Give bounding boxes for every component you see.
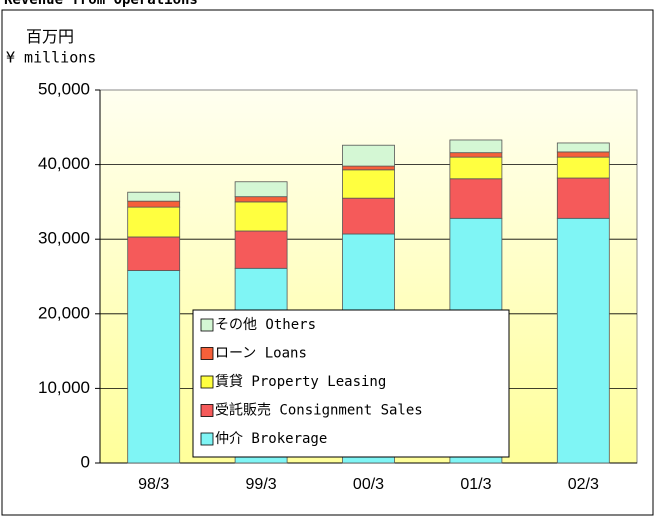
y-tick-label: 0 — [81, 452, 90, 471]
unit-en: ¥ millions — [6, 49, 96, 67]
bar-segment — [342, 169, 395, 199]
bar-segment — [449, 152, 503, 158]
bar-segment — [342, 197, 395, 235]
bar-segment — [342, 165, 395, 171]
y-tick-label: 20,000 — [38, 303, 90, 322]
bar-segment — [234, 230, 288, 269]
bar-segment — [556, 142, 610, 153]
legend-label: 仲介 Brokerage — [215, 431, 327, 447]
bar-segment — [342, 144, 395, 167]
bar-segment — [556, 177, 610, 219]
y-tick-label: 50,000 — [38, 79, 90, 98]
legend-label: 受託販売 Consignment Sales — [215, 403, 423, 419]
legend-label: その他 Others — [215, 317, 316, 333]
legend-swatch — [200, 375, 214, 389]
y-tick-label: 40,000 — [38, 154, 90, 173]
y-tick-label: 30,000 — [38, 229, 90, 248]
bar-segment — [556, 217, 610, 464]
bar-segment — [127, 206, 181, 238]
bar-segment — [234, 201, 288, 232]
bar-segment — [556, 151, 610, 158]
y-tick-label: 10,000 — [38, 378, 90, 397]
x-tick-label: 99/3 — [246, 476, 277, 493]
bar-segment — [449, 178, 503, 219]
bar-segment — [449, 139, 503, 154]
bar-segment — [127, 200, 181, 208]
legend-label: 賃貸 Property Leasing — [215, 374, 386, 390]
legend-swatch — [200, 347, 214, 360]
legend-box — [192, 309, 510, 458]
legend-swatch — [200, 318, 214, 332]
bar-segment — [234, 196, 288, 203]
frame — [1, 9, 654, 516]
x-tick-label: 98/3 — [138, 476, 169, 493]
bar-segment — [127, 270, 181, 464]
x-tick-label: 01/3 — [460, 476, 491, 493]
x-tick-label: 02/3 — [568, 476, 599, 493]
unit-jp: 百万円 — [26, 29, 74, 46]
legend-swatch — [200, 404, 214, 417]
legend-swatch — [200, 432, 214, 446]
bar-segment — [234, 181, 288, 198]
x-tick-label: 00/3 — [353, 476, 384, 493]
bar-segment — [127, 191, 181, 202]
bar-segment — [449, 156, 503, 180]
bar-segment — [556, 156, 610, 179]
bar-segment — [127, 236, 181, 271]
legend-label: ローン Loans — [215, 346, 307, 362]
chart-title: Revenue from Operations — [4, 0, 198, 8]
